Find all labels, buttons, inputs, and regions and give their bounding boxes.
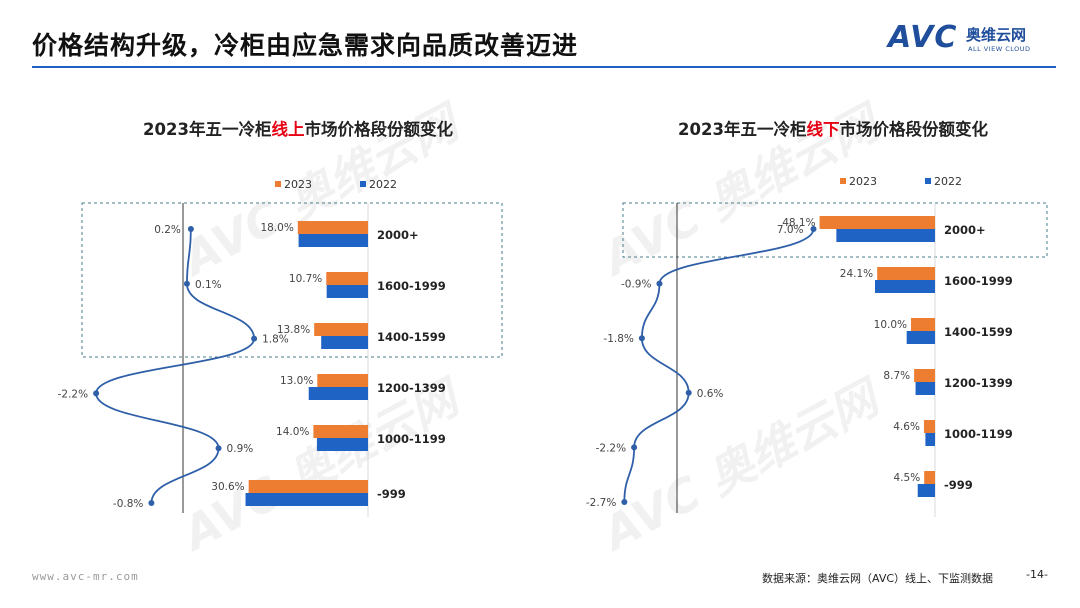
bar-2022 bbox=[245, 493, 368, 506]
bar-2023 bbox=[317, 374, 368, 387]
legend-label: 2023 bbox=[284, 178, 312, 191]
highlight-box bbox=[81, 202, 503, 358]
bar-2023 bbox=[326, 272, 368, 285]
change-label: 0.9% bbox=[227, 443, 254, 455]
bar-2022 bbox=[875, 280, 935, 293]
change-point bbox=[621, 499, 628, 505]
category-label: -999 bbox=[377, 487, 406, 501]
logo-mark: AVC bbox=[888, 20, 958, 55]
bar-2022 bbox=[316, 438, 368, 451]
category-label: 1200-1399 bbox=[377, 381, 446, 395]
bar-2023 bbox=[314, 323, 368, 336]
change-point bbox=[215, 445, 222, 452]
bar-2023 bbox=[313, 425, 368, 438]
page-title: 价格结构升级，冷柜由应急需求向品质改善迈进 bbox=[32, 31, 579, 60]
change-label: -2.2% bbox=[58, 388, 88, 400]
change-line bbox=[95, 228, 256, 504]
footer-source: 数据来源：奥维云网（AVC）线上、下监测数据 bbox=[762, 572, 994, 585]
bar-2022 bbox=[906, 331, 935, 344]
change-point bbox=[187, 226, 194, 232]
chart-title: 2023年五一冷柜线上市场价格段份额变化 bbox=[143, 119, 453, 139]
bar-2022 bbox=[298, 234, 368, 247]
legend-label: 2023 bbox=[849, 175, 877, 188]
change-point bbox=[810, 226, 817, 232]
bar-2023 bbox=[914, 369, 935, 382]
category-label: -999 bbox=[944, 478, 973, 492]
bar-value-label: 18.0% bbox=[260, 222, 293, 234]
category-label: 1000-1199 bbox=[944, 427, 1013, 441]
change-point bbox=[656, 280, 663, 287]
bar-value-label: 30.6% bbox=[211, 481, 244, 493]
footer-url: www.avc-mr.com bbox=[32, 570, 139, 583]
bar-2023 bbox=[248, 480, 368, 493]
bar-value-label: 13.0% bbox=[280, 375, 313, 387]
change-label: -1.8% bbox=[603, 333, 633, 345]
bar-value-label: 4.5% bbox=[894, 472, 921, 484]
offline-chart: 2023年五一冷柜线下市场价格段份额变化 2023 2022 48.1% 2000+ 24… bbox=[586, 119, 1048, 517]
bar-value-label: 10.0% bbox=[874, 319, 907, 331]
change-label: 0.1% bbox=[195, 279, 222, 291]
chart-title: 2023年五一冷柜线下市场价格段份额变化 bbox=[678, 119, 988, 139]
legend-swatch bbox=[275, 181, 281, 187]
category-label: 2000+ bbox=[377, 228, 419, 242]
change-label: 7.0% bbox=[777, 224, 804, 236]
change-point bbox=[148, 500, 155, 506]
bar-value-label: 13.8% bbox=[277, 324, 310, 336]
bar-2022 bbox=[321, 336, 368, 349]
bar-value-label: 14.0% bbox=[276, 426, 309, 438]
bar-value-label: 4.6% bbox=[893, 421, 920, 433]
bar-2022 bbox=[326, 285, 368, 298]
change-label: 1.8% bbox=[262, 334, 289, 346]
bar-2023 bbox=[819, 216, 935, 229]
online-chart: 2023年五一冷柜线上市场价格段份额变化 2023 2022 18.0% 2000+ 10… bbox=[58, 119, 503, 517]
legend-label: 2022 bbox=[369, 178, 397, 191]
bar-2023 bbox=[297, 221, 368, 234]
category-label: 1000-1199 bbox=[377, 432, 446, 446]
change-label: 0.2% bbox=[154, 224, 181, 236]
change-label: -0.9% bbox=[621, 279, 651, 291]
category-label: 1600-1999 bbox=[377, 279, 446, 293]
change-point bbox=[631, 444, 638, 451]
change-label: -0.8% bbox=[113, 498, 143, 510]
bar-value-label: 8.7% bbox=[883, 370, 910, 382]
legend-label: 2022 bbox=[934, 175, 962, 188]
bar-value-label: 10.7% bbox=[289, 273, 322, 285]
bar-2022 bbox=[308, 387, 368, 400]
category-label: 1200-1399 bbox=[944, 376, 1013, 390]
change-line bbox=[623, 228, 815, 503]
category-label: 1400-1599 bbox=[944, 325, 1013, 339]
avc-logo: AVC 奥维云网 ALL VIEW CLOUD bbox=[888, 18, 1058, 62]
bar-value-label: 24.1% bbox=[840, 268, 873, 280]
legend-swatch bbox=[840, 178, 846, 184]
bar-2022 bbox=[915, 382, 935, 395]
bar-2022 bbox=[836, 229, 935, 242]
change-label: -2.2% bbox=[596, 442, 626, 454]
bar-2022 bbox=[917, 484, 935, 497]
highlight-box bbox=[622, 202, 1048, 258]
change-point bbox=[93, 390, 100, 397]
change-point bbox=[183, 280, 190, 287]
category-label: 2000+ bbox=[944, 223, 986, 237]
category-label: 1400-1599 bbox=[377, 330, 446, 344]
bar-2022 bbox=[925, 433, 935, 446]
bar-value-label: 48.1% bbox=[782, 217, 815, 229]
bar-2023 bbox=[924, 471, 935, 484]
change-point bbox=[685, 389, 692, 396]
logo-cn-text: 奥维云网 bbox=[966, 26, 1027, 44]
logo-en-text: ALL VIEW CLOUD bbox=[968, 45, 1031, 53]
bar-2023 bbox=[911, 318, 935, 331]
change-point bbox=[638, 335, 645, 342]
category-label: 1600-1999 bbox=[944, 274, 1013, 288]
header-divider bbox=[32, 66, 1056, 68]
bar-2023 bbox=[877, 267, 935, 280]
legend-swatch bbox=[925, 178, 931, 184]
change-label: 0.6% bbox=[697, 388, 724, 400]
bar-2023 bbox=[923, 420, 935, 433]
change-point bbox=[251, 335, 258, 342]
page-number: -14- bbox=[1026, 568, 1048, 581]
change-label: -2.7% bbox=[586, 497, 616, 509]
legend-swatch bbox=[360, 181, 366, 187]
